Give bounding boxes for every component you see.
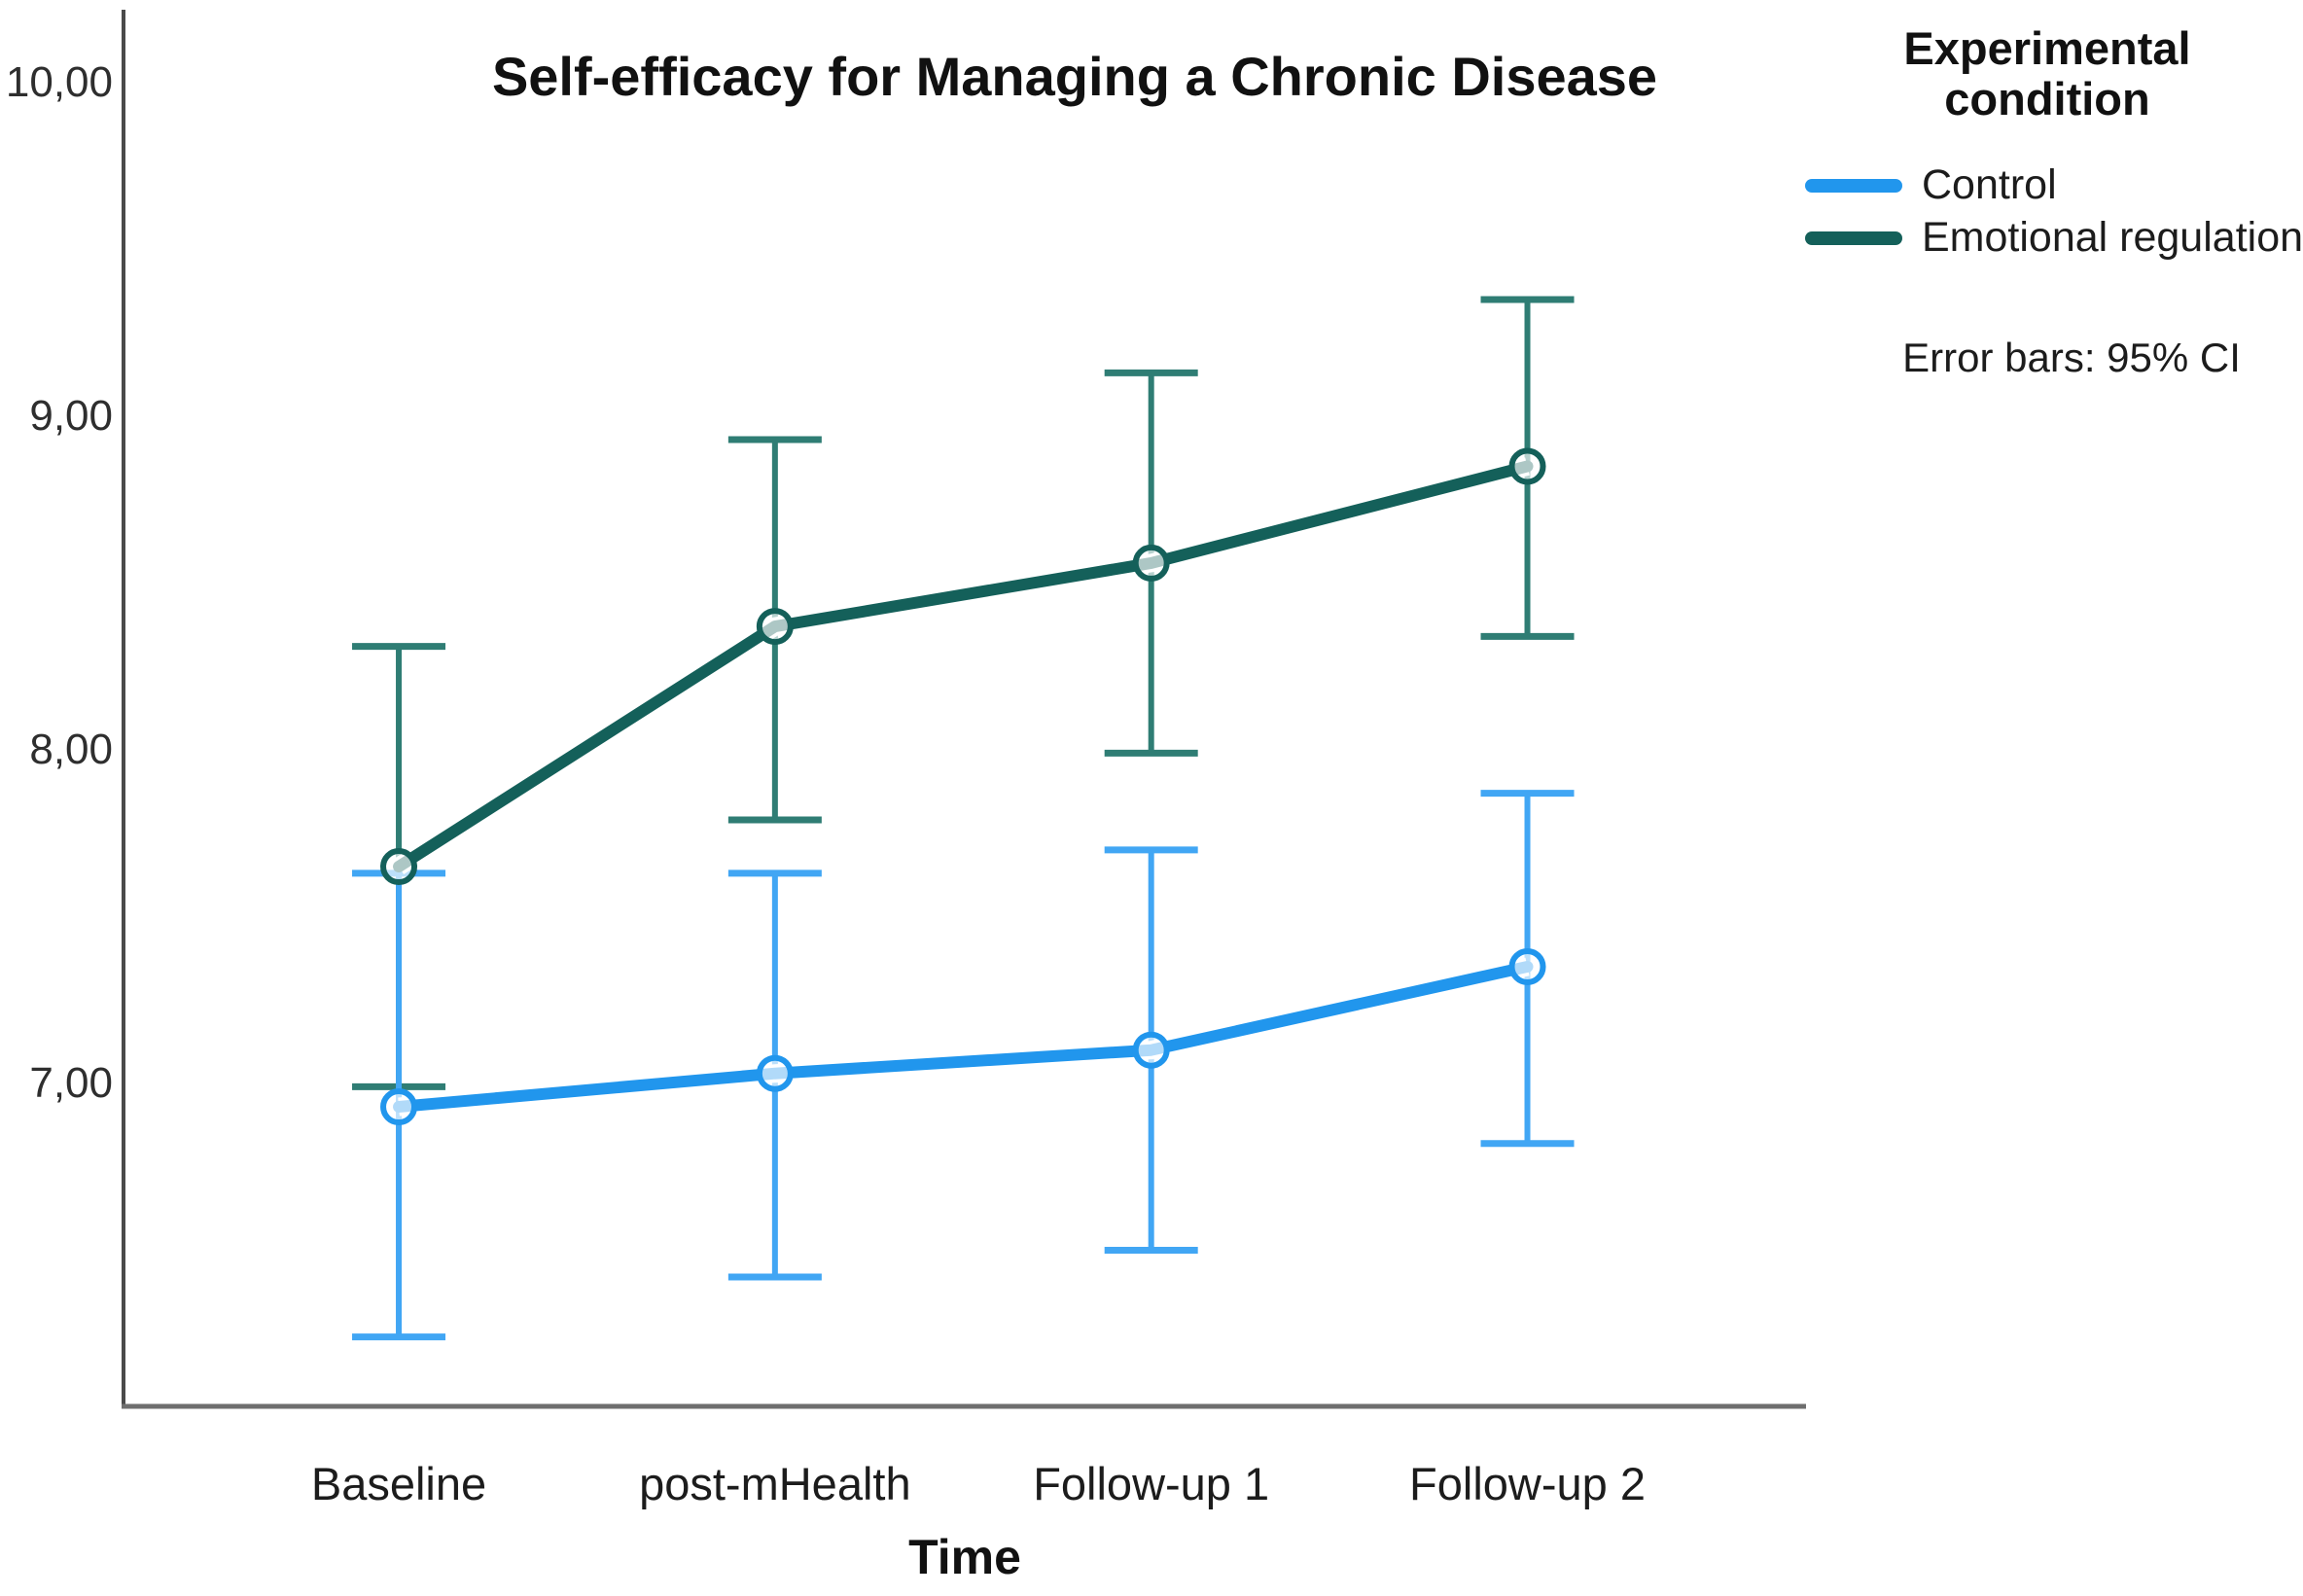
y-tick-label: 10,00 — [5, 58, 113, 106]
data-point-marker — [1132, 544, 1170, 582]
chart-title: Self-efficacy for Managing a Chronic Dis… — [491, 46, 1658, 107]
legend-item-control: Control — [1805, 161, 2057, 209]
legend-item-label: Emotional regulation — [1922, 214, 2303, 261]
legend-item-label: Control — [1922, 161, 2057, 208]
y-tick-label: 9,00 — [29, 392, 113, 440]
series-line-1 — [393, 460, 1534, 873]
data-point-marker — [380, 1088, 418, 1126]
legend-title-line2: condition — [1944, 72, 2150, 124]
data-point-marker — [1508, 947, 1546, 985]
error-bars-note: Error bars: 95% CI — [1902, 335, 2241, 380]
x-category-label: Follow-up 2 — [1409, 1458, 1646, 1509]
data-point-marker — [1132, 1031, 1170, 1069]
x-axis-title: Time — [908, 1530, 1021, 1584]
series-line-casing — [398, 957, 1530, 1117]
data-point-marker — [1508, 447, 1546, 485]
legend-title-line1: Experimental — [1903, 22, 2191, 74]
control-line-swatch — [1805, 178, 1902, 193]
series-line-0 — [393, 960, 1534, 1114]
y-tick-label: 8,00 — [29, 726, 113, 773]
data-point-marker — [380, 848, 418, 886]
legend-title: Experimental condition — [1797, 23, 2297, 124]
series-line-casing — [393, 457, 1530, 875]
emotional-regulation-line-swatch — [1805, 231, 1902, 245]
x-category-label: Follow-up 1 — [1033, 1458, 1270, 1509]
x-category-label: post-mHealth — [639, 1458, 911, 1509]
y-tick-label: 7,00 — [29, 1059, 113, 1107]
legend-item-emotional-regulation: Emotional regulation — [1805, 214, 2303, 262]
data-point-marker — [756, 608, 794, 646]
x-category-label: Baseline — [310, 1458, 487, 1509]
data-point-marker — [756, 1054, 794, 1092]
